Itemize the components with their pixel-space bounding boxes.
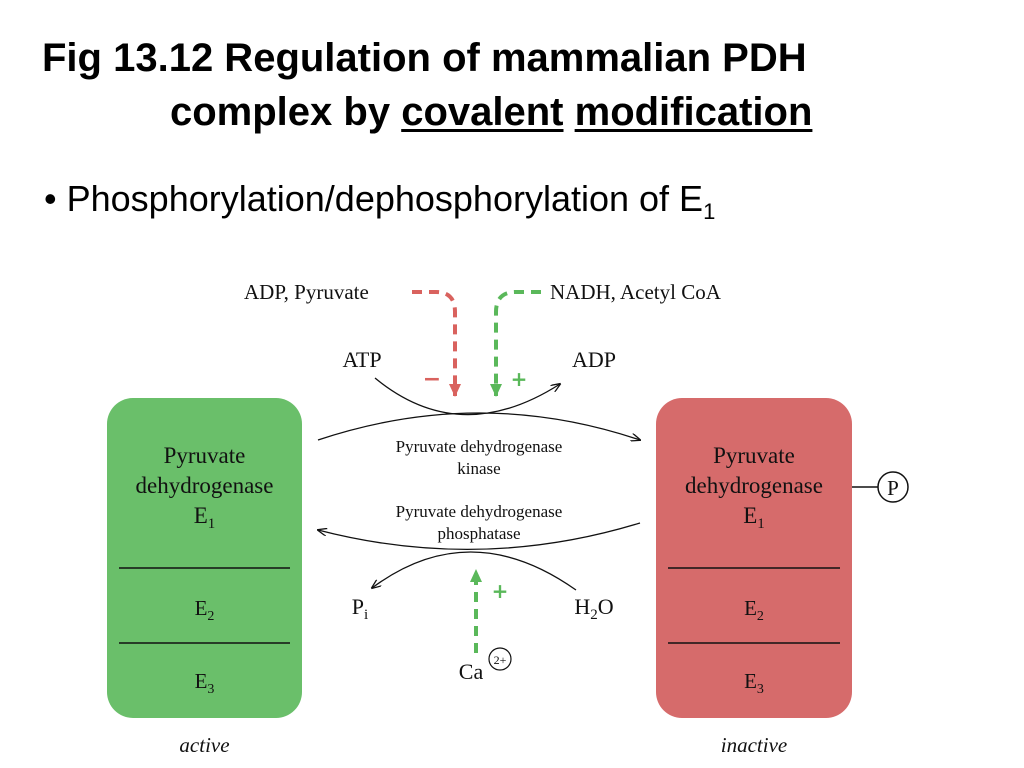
bullet-symbol: • <box>44 178 57 219</box>
phosphatase-label-line1: Pyruvate dehydrogenase <box>396 502 563 521</box>
active-complex-line1: Pyruvate <box>164 443 246 468</box>
atp-adp-curve <box>374 377 560 416</box>
kinase-inhibitors-label: ADP, Pyruvate <box>244 280 369 304</box>
title-prefix: complex by <box>170 90 402 134</box>
inactive-complex-line1: Pyruvate <box>713 443 795 468</box>
phosphatase-label-line2: phosphatase <box>437 524 520 543</box>
adp-label: ADP <box>572 347 616 372</box>
inactive-complex-box <box>656 398 852 718</box>
kinase-activators-label: NADH, Acetyl CoA <box>550 280 722 304</box>
bullet-point: • Phosphorylation/dephosphorylation of E… <box>44 178 715 225</box>
inactive-e1-label: E1 <box>743 503 765 532</box>
inactive-state-label: inactive <box>721 733 787 757</box>
title-word-modification: modification <box>574 90 813 134</box>
inactive-complex: Pyruvate dehydrogenase E1 E2 E3 <box>656 398 852 718</box>
active-state-label: active <box>179 733 229 757</box>
pi-label: Pi <box>352 594 368 623</box>
active-complex-line2: dehydrogenase <box>136 473 274 498</box>
inhibition-arrow <box>412 290 461 397</box>
kinase-arrow <box>317 412 640 440</box>
active-complex-box <box>107 398 302 718</box>
title-word-covalent: covalent <box>401 90 564 134</box>
active-e2-label: E2 <box>195 596 215 624</box>
inactive-e3-label: E3 <box>744 669 764 697</box>
phosphate-label: P <box>887 476 899 500</box>
kinase-activation-arrow <box>490 290 541 397</box>
active-e1-label: E1 <box>194 503 216 532</box>
title-line-1: Fig 13.12 Regulation of mammalian PDH <box>42 36 807 80</box>
phosphatase-arrow <box>318 522 641 551</box>
bullet-text: Phosphorylation/dephosphorylation of E <box>66 178 704 219</box>
active-e3-label: E3 <box>195 669 215 697</box>
phosphatase-activation-sign: + <box>492 579 509 603</box>
h2o-label: H2O <box>574 594 613 623</box>
bullet-subscript: 1 <box>703 199 716 224</box>
kinase-activation-sign: + <box>511 367 528 391</box>
active-complex: Pyruvate dehydrogenase E1 E2 E3 <box>107 398 302 718</box>
h2o-pi-curve <box>372 551 577 591</box>
calcium-charge-label: 2+ <box>494 653 507 667</box>
atp-label: ATP <box>342 347 381 372</box>
calcium-label: Ca <box>459 659 484 684</box>
phosphate-circle <box>877 471 909 503</box>
kinase-label-line2: kinase <box>457 459 500 478</box>
inactive-e2-label: E2 <box>744 596 764 624</box>
calcium-charge-circle <box>488 647 512 671</box>
title-line-2: complex by covalent modification <box>170 86 812 138</box>
inhibition-sign: − <box>423 367 441 392</box>
inactive-complex-line2: dehydrogenase <box>685 473 823 498</box>
kinase-label-line1: Pyruvate dehydrogenase <box>396 437 563 456</box>
